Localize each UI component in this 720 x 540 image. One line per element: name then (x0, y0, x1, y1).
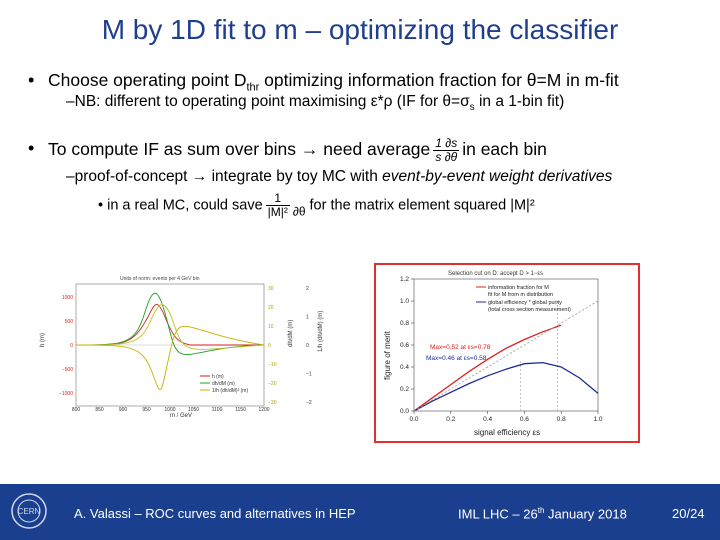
slide-title: M by 1D fit to m – optimizing the classi… (101, 14, 619, 45)
left-y2-tick-label: −10 (268, 362, 277, 368)
x-tick-label: 0.2 (446, 416, 455, 423)
footer-author: A. Valassi – ROC curves and alternatives… (74, 506, 356, 521)
left-x-tick-label: 1150 (235, 407, 246, 413)
left-y3-tick-label: 0 (306, 343, 309, 349)
figure-of-merit-chart: Selection cut on D: accept D > 1−εs 0.0 0… (383, 271, 603, 437)
fraction: 1 ∂s s ∂θ (433, 136, 460, 164)
x-tick-label: 0.4 (483, 416, 492, 423)
left-x-tick-label: 950 (142, 407, 151, 413)
left-x-tick-label: 800 (72, 407, 81, 413)
left-y-tick-label: 1000 (62, 295, 73, 301)
left-plot-y3label: 1/h (dh/dM) (m) (318, 311, 324, 352)
left-legend-item: 1/h (dh/dM)² (m) (212, 388, 248, 394)
x-tick-label: 0.6 (520, 416, 529, 423)
y-tick-label: 0.8 (400, 320, 409, 327)
left-y-tick-label: −500 (62, 367, 73, 373)
y-tick-label: 1.0 (400, 298, 409, 305)
footer-event: IML LHC – 26th January 2018 (458, 506, 627, 522)
y-tick-label: 1.2 (400, 276, 409, 283)
left-x-tick-label: 850 (95, 407, 104, 413)
left-y3-tick-label: 2 (306, 286, 309, 292)
footer-bar: CERN A. Valassi – ROC curves and alterna… (0, 484, 720, 540)
left-plot-xlabel: m / GeV (170, 413, 192, 419)
left-y3-tick-label: −2 (306, 400, 312, 406)
chart-xlabel: signal efficiency εs (474, 428, 540, 437)
y-tick-label: 0.2 (400, 386, 409, 393)
left-y2-tick-label: 30 (268, 286, 274, 292)
fraction: 1 |M|² (265, 191, 290, 219)
bullet-dot: • (28, 70, 35, 90)
x-tick-label: 1.0 (593, 416, 602, 423)
legend-item: (total cross section measurement) (488, 307, 571, 313)
left-y2-tick-label: −30 (268, 400, 277, 406)
left-plot-y2label: dh/dM (m) (288, 320, 294, 347)
sub-bullet-2: –proof-of-concept → integrate by toy MC … (66, 168, 613, 185)
left-y2-tick-label: 10 (268, 324, 274, 330)
series-line (413, 324, 562, 412)
cern-logo-icon: CERN (11, 493, 47, 529)
svg-text:CERN: CERN (18, 507, 41, 516)
chart-ylabel: figure of merit (383, 330, 392, 380)
page-number: 20/24 (672, 506, 705, 521)
left-plot-title: Units of norm: events per 4 GeV bin (120, 276, 200, 282)
left-legend-item: dh/dM (m) (212, 381, 235, 387)
legend-item: fit for M from m distribution (488, 292, 553, 298)
left-plot-ylabel: h (m) (40, 333, 46, 347)
bullet-1: Choose operating point Dthr optimizing i… (48, 70, 619, 94)
chart-title: Selection cut on D: accept D > 1−εs (448, 271, 543, 277)
legend-item: global efficiency * global purity (488, 300, 562, 306)
x-tick-label: 0.0 (409, 416, 418, 423)
left-x-tick-label: 1000 (164, 407, 175, 413)
y-tick-label: 0.6 (400, 342, 409, 349)
left-x-tick-label: 1200 (258, 407, 269, 413)
series-line (413, 361, 599, 412)
left-legend-item: h (m) (212, 374, 224, 380)
left-y-tick-label: 500 (65, 319, 74, 325)
left-y2-tick-label: −20 (268, 381, 277, 387)
bullet-2: To compute IF as sum over bins → need av… (48, 136, 547, 164)
x-tick-label: 0.8 (557, 416, 566, 423)
left-y2-tick-label: 0 (268, 343, 271, 349)
left-y3-tick-label: 1 (306, 315, 309, 321)
left-x-tick-label: 1100 (212, 407, 223, 413)
legend-item: information fraction for M (488, 285, 549, 291)
left-y3-tick-label: −1 (306, 372, 312, 378)
left-y2-tick-label: 20 (268, 305, 274, 311)
bullet-dot: • (28, 138, 35, 158)
sub-bullet-1: –NB: different to operating point maximi… (66, 93, 565, 114)
y-tick-label: 0.4 (400, 364, 409, 371)
figure-of-merit-frame: Selection cut on D: accept D > 1−εs 0.0 0… (374, 263, 640, 443)
annotation-blue: Max=0.46 at εs=0.58 (426, 355, 487, 362)
mass-derivative-plot: Units of norm: events per 4 GeV bin 1000… (40, 276, 324, 419)
left-x-tick-label: 900 (119, 407, 128, 413)
sub-bullet-3: • in a real MC, could save 1 |M|² ∂θ for th… (98, 191, 535, 219)
left-y-tick-label: 0 (70, 343, 73, 349)
annotation-red: Max=0.52 at εs=0.78 (430, 344, 491, 351)
y-tick-label: 0.0 (400, 408, 409, 415)
left-y-tick-label: −1000 (59, 391, 73, 397)
left-x-tick-label: 1050 (188, 407, 199, 413)
